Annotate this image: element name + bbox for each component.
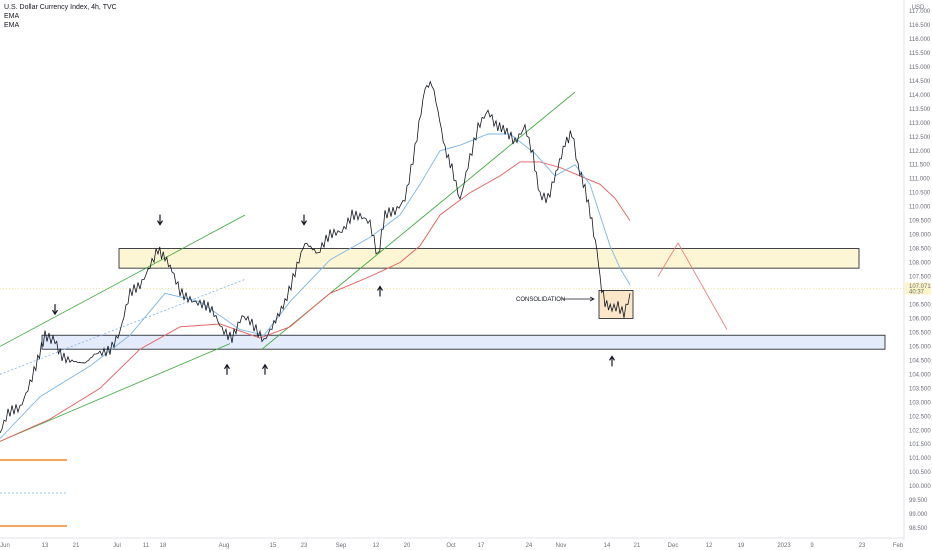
x-tick-label: 9	[810, 543, 814, 549]
x-tick-label: 2023	[777, 543, 791, 549]
y-tick-label: 114.500	[909, 79, 931, 85]
y-tick-label: 114.000	[909, 93, 931, 99]
y-tick-label: 111.000	[909, 177, 930, 183]
projection-path	[657, 242, 728, 330]
y-tick-label: 102.000	[909, 428, 931, 434]
y-tick-label: 106.000	[909, 316, 931, 322]
y-tick-label: 112.500	[909, 135, 931, 141]
y-tick-label: 111.500	[909, 163, 930, 169]
arrow-up-icon	[261, 363, 269, 375]
support-zone	[41, 334, 886, 350]
y-tick-label: 105.000	[909, 344, 931, 350]
arrow-down-icon	[156, 214, 164, 226]
legend-ema-1: EMA	[4, 13, 20, 20]
y-tick-label: 104.000	[909, 372, 931, 378]
y-tick-label: 99.500	[909, 498, 928, 504]
x-tick-label: 12	[373, 543, 380, 549]
x-tick-label: 19	[738, 543, 745, 549]
y-tick-label: 104.500	[909, 358, 931, 364]
y-tick-label: 99.000	[909, 512, 928, 518]
x-tick-label: 20	[404, 543, 411, 549]
currency-label: USD	[912, 5, 925, 11]
x-tick-label: 11	[143, 543, 150, 549]
y-tick-label: 101.000	[909, 456, 931, 462]
x-tick-label: Jul	[113, 543, 121, 549]
price-line	[0, 80, 631, 434]
x-tick-label: 14	[604, 543, 611, 549]
y-tick-label: 112.000	[909, 149, 931, 155]
y-tick-label: 115.500	[909, 51, 931, 57]
x-tick-label: 12	[706, 543, 713, 549]
y-tick-label: 109.000	[909, 233, 931, 239]
y-tick-label: 108.000	[909, 261, 931, 267]
last-price-badge	[905, 282, 931, 295]
arrow-down-icon	[300, 214, 308, 226]
last-price-value: 107.071	[909, 284, 931, 290]
x-tick-label: 24	[526, 543, 533, 549]
y-tick-label: 98.500	[909, 526, 928, 532]
y-tick-label: 115.000	[909, 65, 931, 71]
y-tick-label: 103.000	[909, 400, 931, 406]
x-tick-label: Oct	[446, 543, 456, 549]
x-tick-label: 15	[270, 543, 277, 549]
consolidation-arrow	[562, 296, 595, 302]
legend-ema-2: EMA	[4, 22, 20, 29]
x-tick-label: Sep	[336, 543, 347, 549]
x-tick-label: Nov	[556, 543, 567, 549]
y-tick-label: 102.500	[909, 414, 931, 420]
arrow-up-icon	[376, 285, 384, 297]
y-tick-label: 103.500	[909, 386, 931, 392]
arrow-down-icon	[51, 304, 59, 316]
channel-upper-line	[0, 214, 246, 347]
ema-fast-line	[0, 133, 631, 439]
y-tick-label: 109.500	[909, 219, 931, 225]
y-tick-label: 106.500	[909, 303, 931, 309]
x-tick-label: 18	[160, 543, 167, 549]
chart-title: U.S. Dollar Currency Index, 4h, TVC	[4, 4, 117, 11]
y-tick-label: 105.500	[909, 330, 931, 336]
y-tick-label: 110.000	[909, 205, 931, 211]
y-tick-label: 101.500	[909, 442, 931, 448]
y-tick-label: 113.500	[909, 107, 931, 113]
arrow-up-icon	[223, 363, 231, 375]
x-tick-label: 23	[301, 543, 308, 549]
x-tick-label: Jun	[0, 543, 10, 549]
y-tick-label: 116.000	[909, 37, 931, 43]
y-tick-label: 116.500	[909, 23, 931, 29]
channel-lower-line	[0, 343, 231, 442]
x-tick-label: Feb	[893, 543, 904, 549]
x-tick-label: 17	[478, 543, 485, 549]
ema-slow-line	[0, 161, 631, 442]
x-tick-label: 21	[634, 543, 641, 549]
y-tick-label: 100.000	[909, 484, 931, 490]
resistance-zone	[118, 248, 860, 269]
y-tick-label: 100.500	[909, 470, 931, 476]
y-tick-label: 117.000	[909, 9, 931, 15]
x-tick-label: 13	[42, 543, 49, 549]
chart-legend: U.S. Dollar Currency Index, 4h, TVC EMA …	[4, 3, 117, 30]
x-tick-label: Aug	[219, 543, 230, 549]
x-tick-label: Dec	[668, 543, 679, 549]
last-price-timer: 40:37	[909, 290, 925, 296]
consolidation-label: CONSOLIDATION	[516, 297, 565, 303]
arrow-up-icon	[608, 355, 616, 367]
y-tick-label: 108.500	[909, 247, 931, 253]
y-tick-label: 110.500	[909, 191, 931, 197]
x-tick-label: 21	[73, 543, 80, 549]
y-tick-label: 107.500	[909, 275, 931, 281]
x-tick-label: 23	[859, 543, 866, 549]
y-tick-label: 113.000	[909, 121, 931, 127]
